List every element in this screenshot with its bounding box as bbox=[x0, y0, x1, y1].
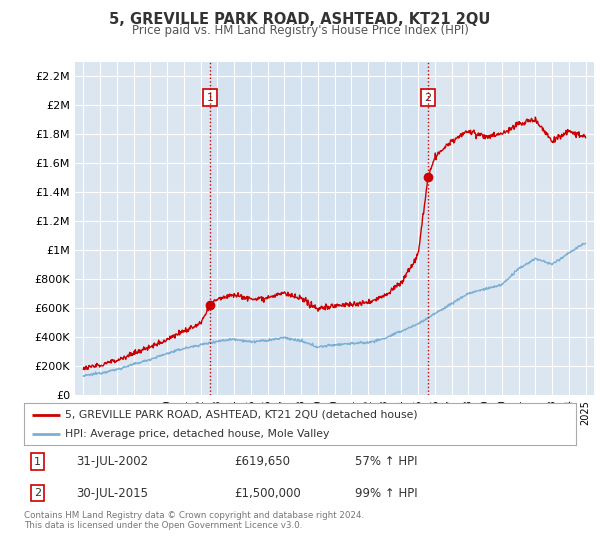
Text: 57% ↑ HPI: 57% ↑ HPI bbox=[355, 455, 418, 468]
Text: 30-JUL-2015: 30-JUL-2015 bbox=[76, 487, 148, 500]
Text: £1,500,000: £1,500,000 bbox=[234, 487, 301, 500]
Text: 31-JUL-2002: 31-JUL-2002 bbox=[76, 455, 149, 468]
Text: 5, GREVILLE PARK ROAD, ASHTEAD, KT21 2QU: 5, GREVILLE PARK ROAD, ASHTEAD, KT21 2QU bbox=[109, 12, 491, 27]
Text: Contains HM Land Registry data © Crown copyright and database right 2024.
This d: Contains HM Land Registry data © Crown c… bbox=[24, 511, 364, 530]
Text: 5, GREVILLE PARK ROAD, ASHTEAD, KT21 2QU (detached house): 5, GREVILLE PARK ROAD, ASHTEAD, KT21 2QU… bbox=[65, 409, 418, 419]
Text: Price paid vs. HM Land Registry's House Price Index (HPI): Price paid vs. HM Land Registry's House … bbox=[131, 24, 469, 37]
Text: 99% ↑ HPI: 99% ↑ HPI bbox=[355, 487, 418, 500]
Text: 1: 1 bbox=[207, 93, 214, 103]
Bar bbox=[210, 62, 428, 395]
Text: £619,650: £619,650 bbox=[234, 455, 290, 468]
Text: HPI: Average price, detached house, Mole Valley: HPI: Average price, detached house, Mole… bbox=[65, 429, 330, 439]
Text: 2: 2 bbox=[34, 488, 41, 498]
Text: 2: 2 bbox=[424, 93, 431, 103]
Text: 1: 1 bbox=[34, 456, 41, 466]
